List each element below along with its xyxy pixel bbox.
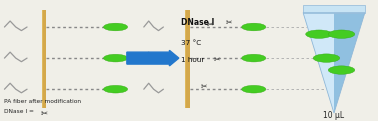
Circle shape	[328, 66, 355, 74]
Text: ✂: ✂	[206, 20, 213, 29]
Text: PA fiber after modification: PA fiber after modification	[5, 99, 82, 104]
FancyArrow shape	[127, 50, 179, 66]
Circle shape	[242, 85, 266, 93]
Circle shape	[313, 54, 340, 62]
Text: 37 °C: 37 °C	[181, 40, 201, 46]
Bar	[42, 10, 46, 108]
Bar	[303, 5, 365, 13]
Circle shape	[328, 30, 355, 38]
Text: ✂: ✂	[40, 109, 47, 118]
Text: DNase I =: DNase I =	[5, 109, 36, 114]
Circle shape	[104, 23, 128, 31]
Circle shape	[104, 54, 128, 62]
Circle shape	[242, 54, 266, 62]
Text: DNase I: DNase I	[181, 18, 214, 27]
Polygon shape	[334, 13, 365, 113]
Text: 10 μL: 10 μL	[324, 111, 345, 120]
Bar	[185, 10, 189, 108]
Bar	[42, 10, 43, 108]
Circle shape	[306, 30, 332, 38]
Circle shape	[104, 85, 128, 93]
Text: ✂: ✂	[214, 55, 220, 64]
Text: 1 hour: 1 hour	[181, 57, 204, 64]
Polygon shape	[303, 13, 334, 113]
Text: ✂: ✂	[201, 82, 207, 91]
Circle shape	[242, 23, 266, 31]
Bar	[185, 10, 186, 108]
Text: ✂: ✂	[225, 18, 232, 27]
